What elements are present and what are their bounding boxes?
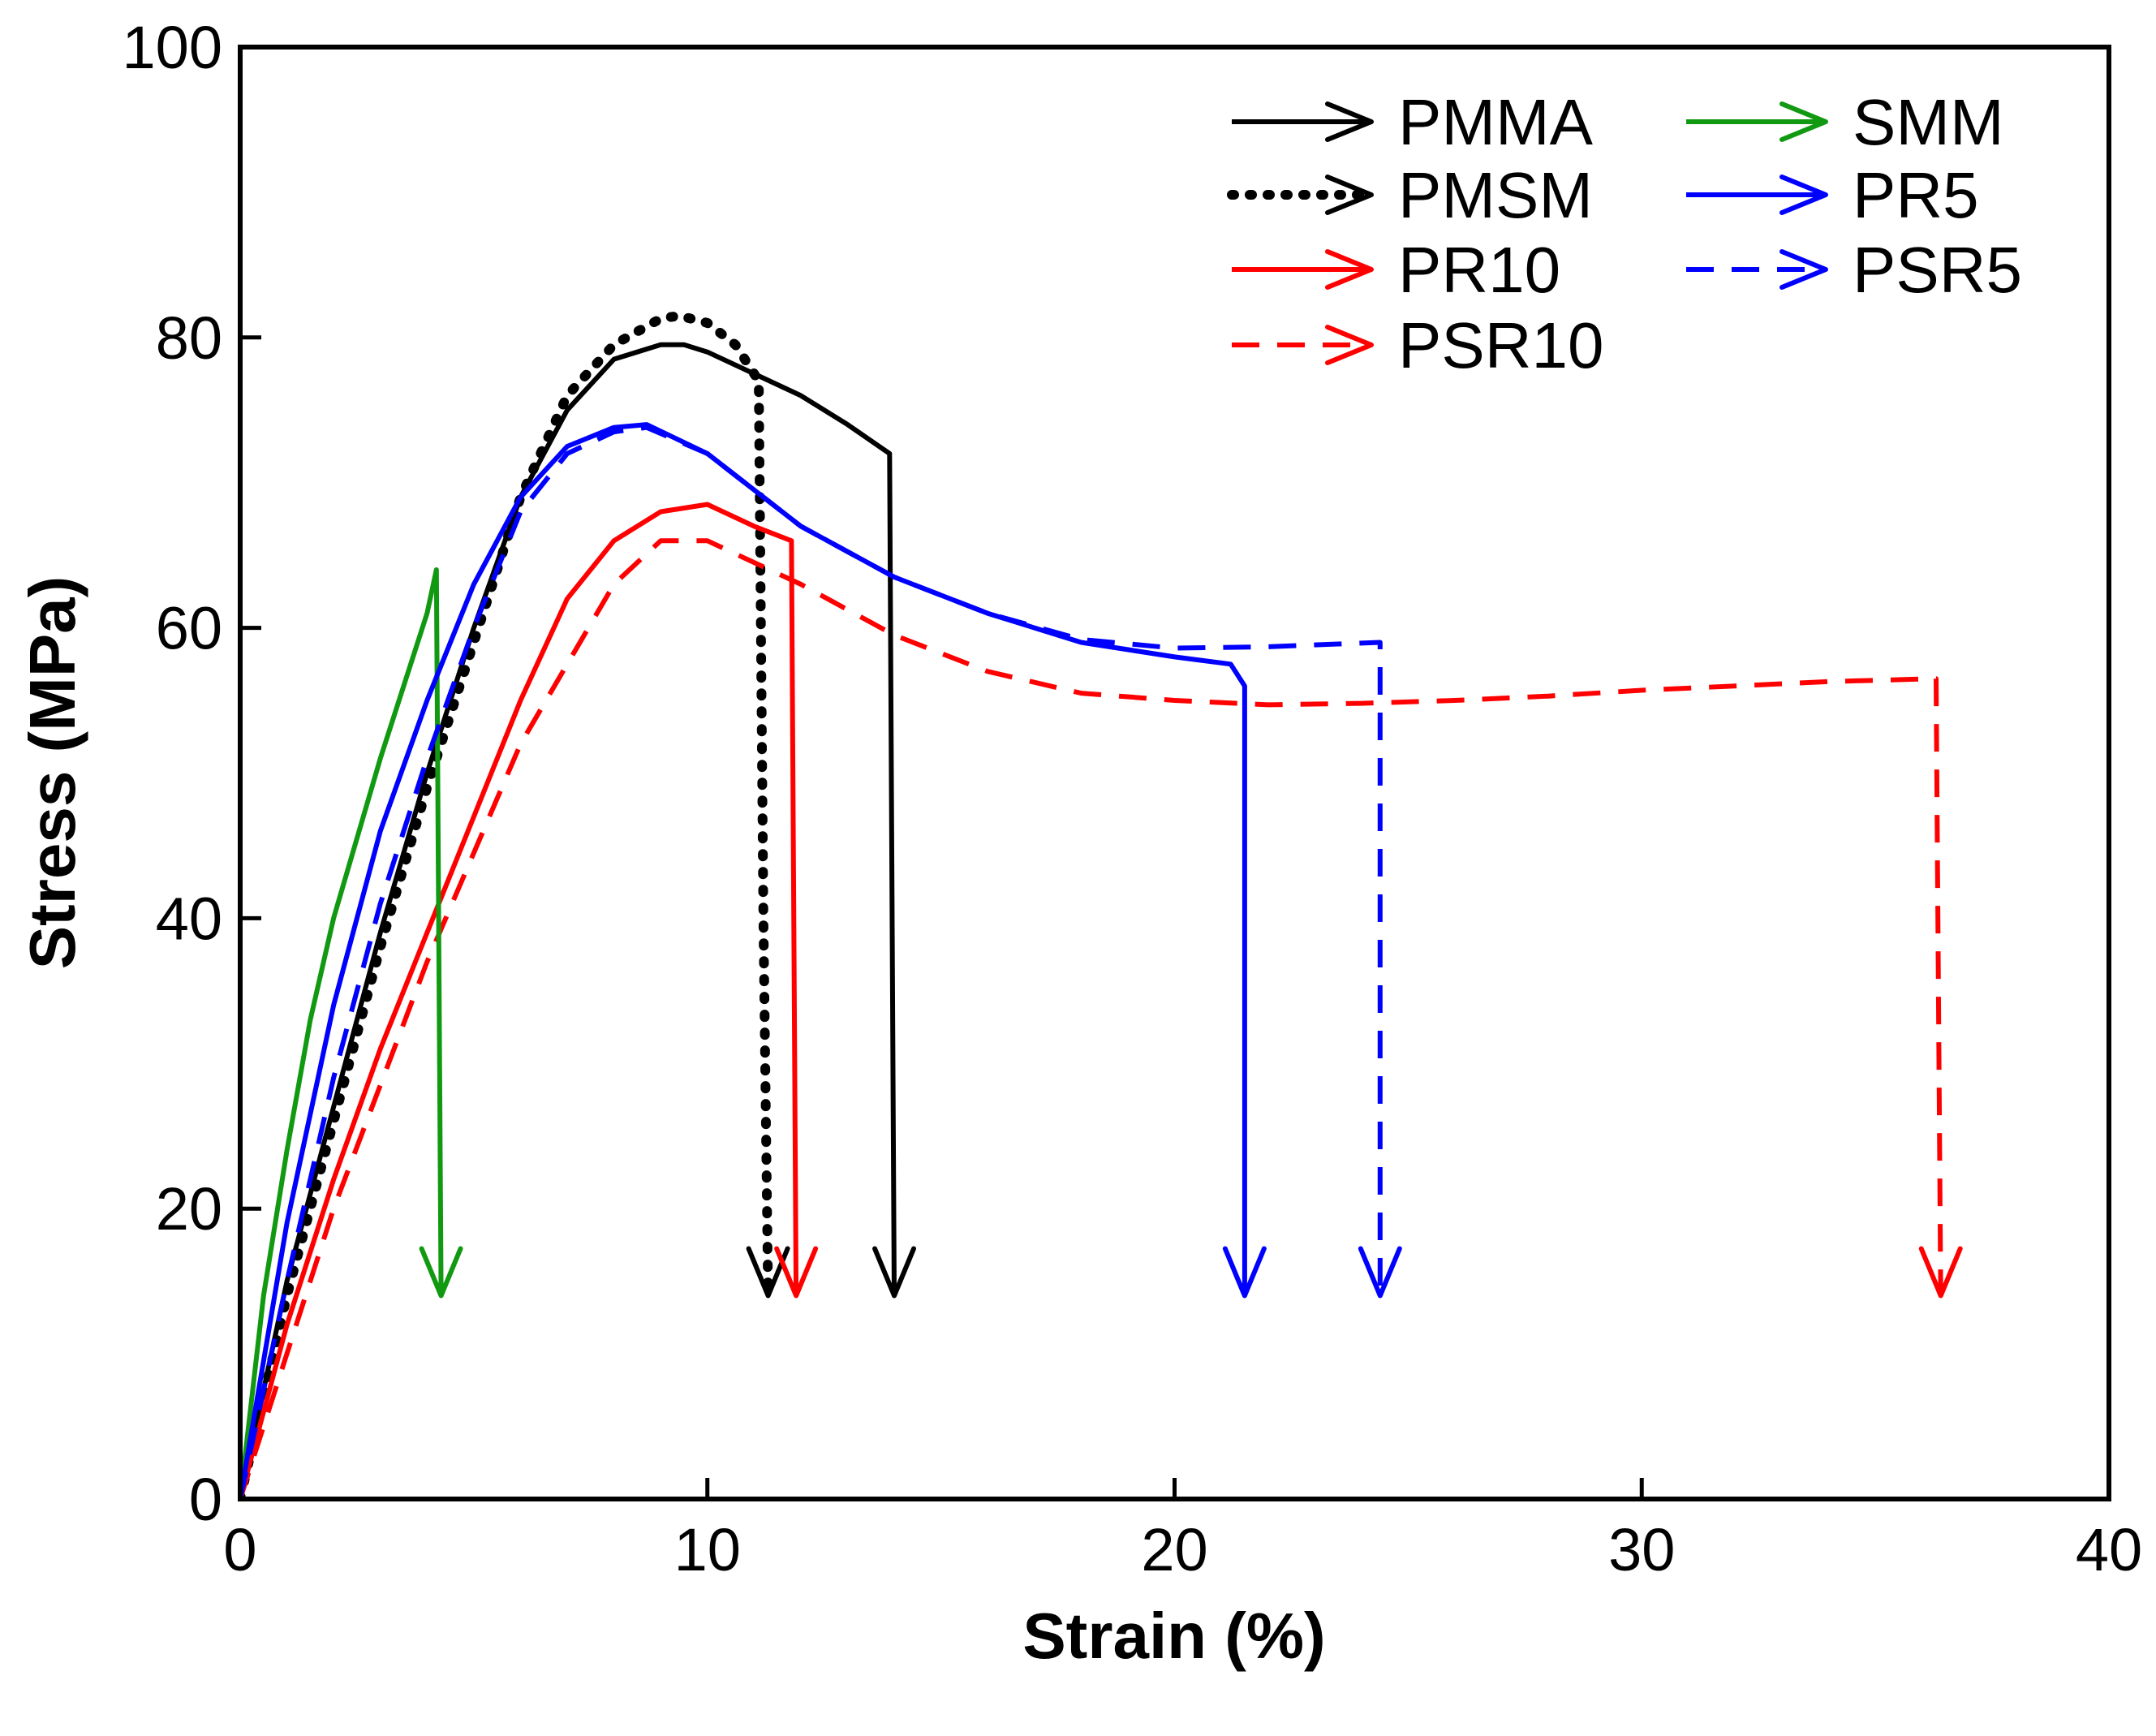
legend-item-pr10: PR10 [1232,234,1560,306]
legend-arrowhead [1325,174,1374,215]
break-arrow-pr5 [1222,1246,1267,1299]
legend-label: SMM [1853,86,2004,158]
legend-label: PMSM [1398,159,1593,231]
series-line-pmsm [240,311,773,1499]
break-arrow-pr10 [774,1246,819,1299]
legend-arrowhead [1779,101,1828,142]
break-arrow-psr10 [1918,1246,1963,1299]
x-tick-label: 10 [674,1516,741,1583]
x-tick-label: 0 [223,1516,256,1583]
legend-arrowhead [1325,325,1374,365]
series-line-smm [240,567,444,1499]
series-layer [240,311,1943,1499]
y-tick-label: 100 [123,14,222,81]
legend-item-pmsm: PMSM [1227,159,1593,231]
legend-item-psr5: PSR5 [1686,234,2022,306]
legend-arrowhead [1325,101,1374,142]
legend-arrowhead [1325,249,1374,290]
plot-frame [238,45,2111,1501]
y-tick-label: 0 [189,1466,222,1533]
legend-label: PMMA [1398,86,1594,158]
x-axis-title: Strain (%) [1022,1600,1325,1672]
x-tick-label: 30 [1608,1516,1675,1583]
legend-label: PR5 [1853,159,1979,231]
x-axis: 0 10 20 30 40 [223,1478,2142,1583]
y-tick-label: 40 [156,885,222,952]
legend-item-psr10: PSR10 [1232,309,1603,381]
legend-label: PR10 [1398,234,1560,306]
legend-item-smm: SMM [1686,86,2004,158]
legend-label: PSR10 [1398,309,1603,381]
series-line-pr10 [240,502,799,1499]
break-arrow-psr5 [1358,1246,1402,1299]
legend-item-pr5: PR5 [1686,159,1979,231]
y-axis-title: Stress (MPa) [16,576,88,970]
legend-arrowhead [1779,174,1828,215]
legend-label: PSR5 [1853,234,2022,306]
y-tick-label: 20 [156,1175,222,1243]
series-line-psr10 [240,538,1943,1499]
plot-area [238,45,2111,1501]
series-line-pr5 [240,422,1247,1499]
break-arrow-pmma [872,1246,917,1299]
series-line-psr5 [240,424,1383,1499]
legend-arrowhead [1779,249,1828,290]
break-arrow-smm [419,1246,463,1299]
legend-item-pmma: PMMA [1232,86,1594,158]
y-tick-label: 80 [156,304,222,372]
x-tick-label: 40 [2076,1516,2142,1583]
y-axis: 0 20 40 60 80 100 [123,14,261,1533]
x-tick-label: 20 [1141,1516,1207,1583]
break-arrow-layer [419,1246,1963,1299]
y-tick-label: 60 [156,595,222,662]
